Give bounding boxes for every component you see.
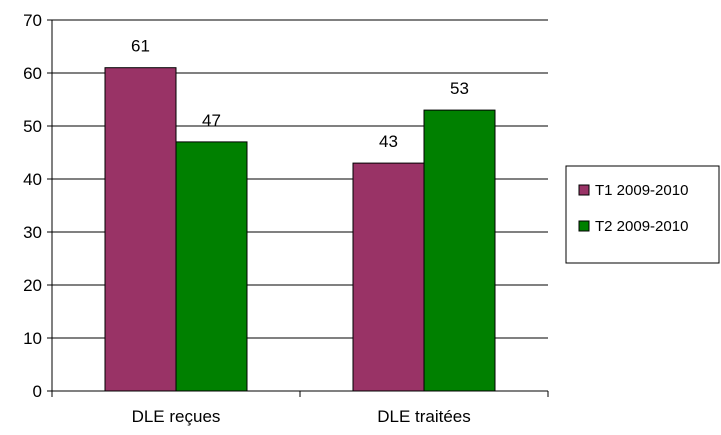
legend-swatch-series1 — [578, 184, 590, 196]
bar-series1-cat1 — [104, 67, 177, 392]
y-tick-label: 0 — [33, 382, 42, 401]
y-tick-label: 10 — [23, 329, 42, 348]
category-label: DLE traitées — [377, 407, 471, 426]
y-tick-label: 50 — [23, 117, 42, 136]
y-tick-label: 30 — [23, 223, 42, 242]
data-label: 53 — [450, 79, 469, 98]
legend-label-series2: T2 2009-2010 — [595, 218, 688, 235]
legend-label-series1: T1 2009-2010 — [595, 182, 688, 199]
category-label: DLE reçues — [132, 407, 221, 426]
data-label: 47 — [202, 111, 221, 130]
bar-series2-cat1 — [175, 141, 248, 392]
data-label: 61 — [131, 37, 150, 56]
bar-series1-cat2 — [352, 162, 425, 392]
y-tick-label: 70 — [23, 11, 42, 30]
legend-box — [565, 165, 720, 264]
y-tick-label: 40 — [23, 170, 42, 189]
bar-series2-cat2 — [423, 109, 496, 392]
y-tick-label: 20 — [23, 276, 42, 295]
y-tick-label: 60 — [23, 64, 42, 83]
data-label: 43 — [379, 132, 398, 151]
legend-swatch-series2 — [578, 220, 590, 232]
